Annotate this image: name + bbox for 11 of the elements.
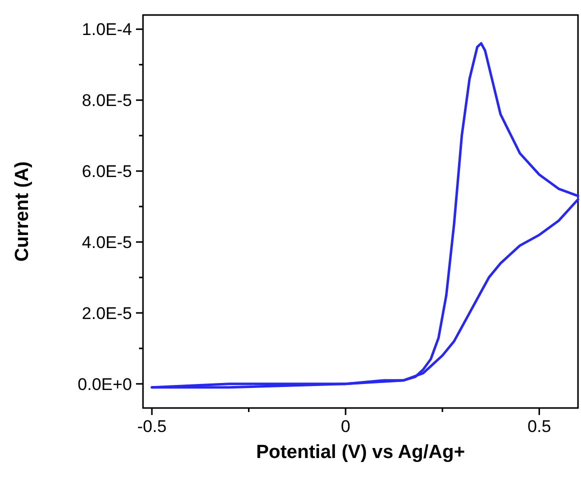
x-axis-title: Potential (V) vs Ag/Ag+ <box>256 442 465 463</box>
y-tick-label: 4.0E-5 <box>82 232 132 252</box>
y-axis-title: Current (A) <box>12 161 33 262</box>
x-tick-label: 0 <box>340 417 350 436</box>
x-tick-label: 0.5 <box>527 417 552 436</box>
y-tick-label: 2.0E-5 <box>82 304 132 323</box>
y-tick-label: 6.0E-5 <box>82 162 132 182</box>
x-tick-label: -0.5 <box>137 417 167 436</box>
y-tick-label: 0.0E+0 <box>78 374 132 394</box>
y-tick-label: 1.0E-4 <box>82 20 132 40</box>
y-tick-label: 8.0E-5 <box>82 91 132 110</box>
